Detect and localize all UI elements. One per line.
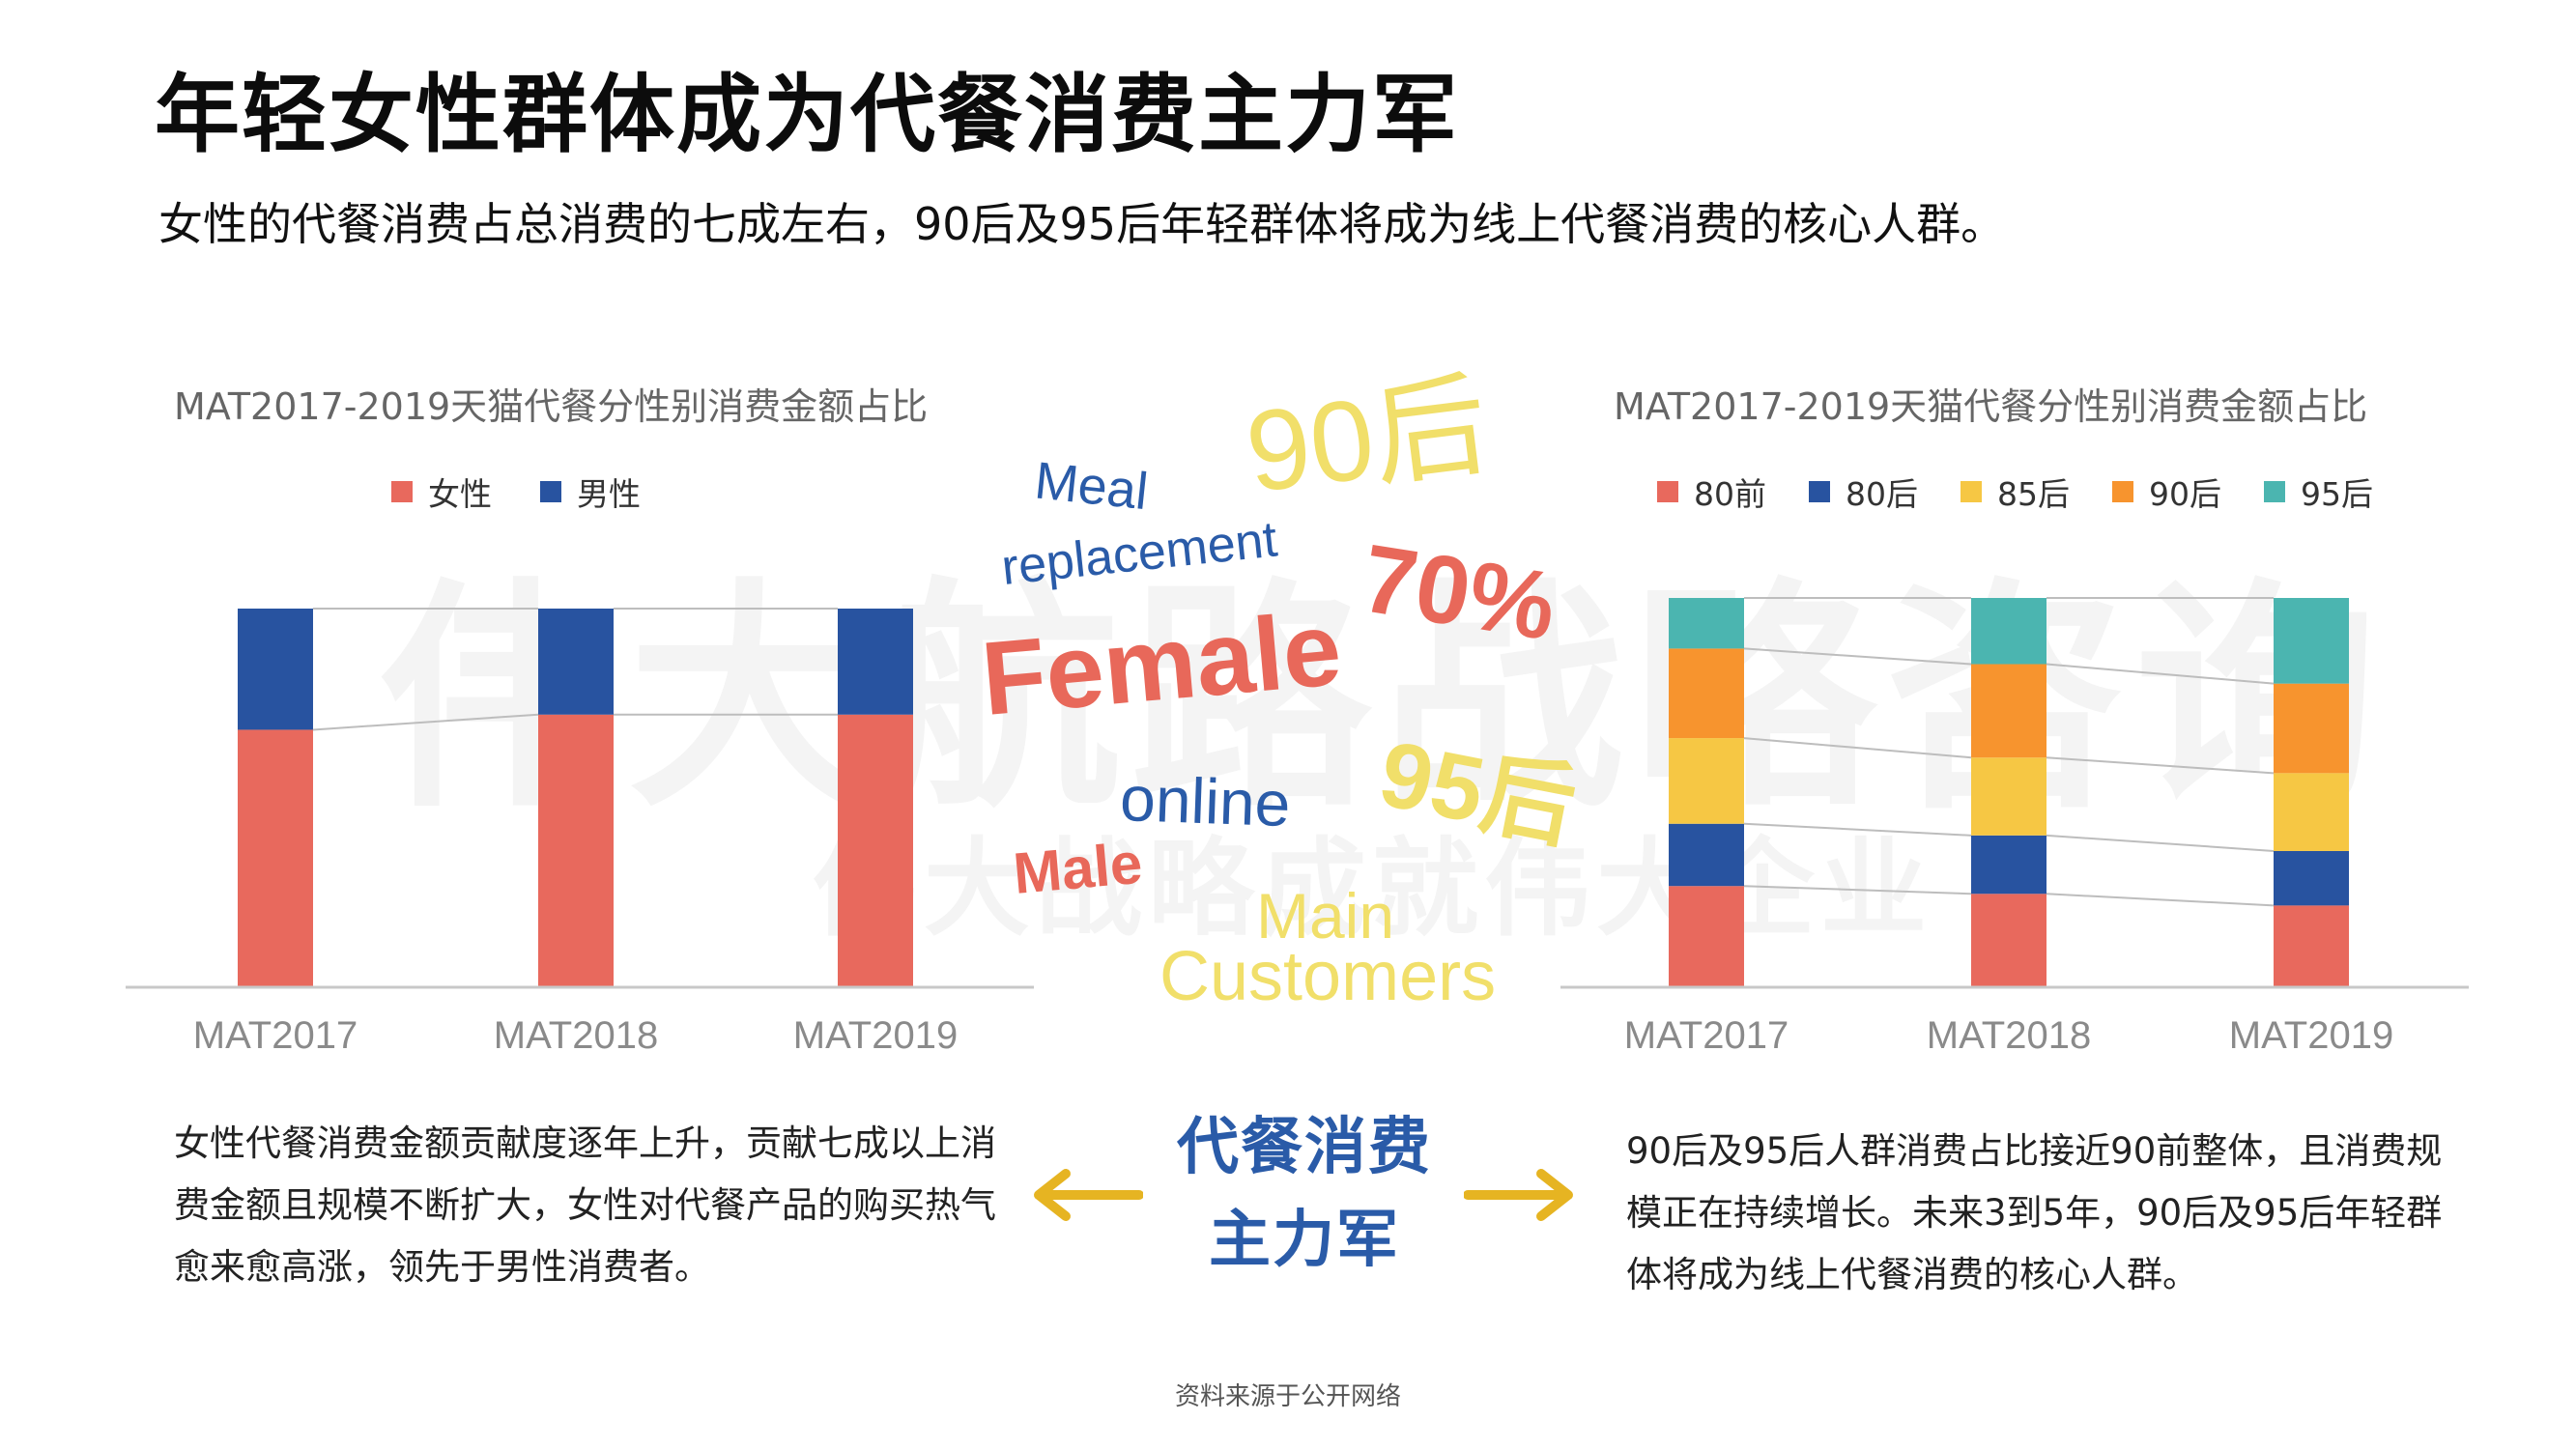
bar-segment-MAT2017-85后 [1669, 738, 1744, 824]
connector-line [1743, 885, 1972, 895]
x-tick-label: MAT2018 [1927, 1014, 2091, 1057]
x-tick-label: MAT2019 [2229, 1014, 2393, 1057]
center-title-line-2: 主力军 [1209, 1205, 1400, 1276]
connector-line [2046, 756, 2275, 775]
bar-segment-MAT2017-80前 [1669, 886, 1744, 987]
bar-segment-MAT2018-95后 [1971, 598, 2046, 665]
legend-item-90s: 90后 [2112, 469, 2221, 515]
legend-label: 90后 [2149, 475, 2221, 513]
word-cloud-male: Male [1011, 830, 1145, 907]
bar-segment-MAT2019-男性 [838, 609, 913, 715]
legend-swatch [540, 481, 561, 502]
legend-item-95s: 95后 [2264, 469, 2373, 515]
gender-stacked-bar-chart: MAT2017 MAT2018 MAT2019 [126, 608, 1034, 1057]
connector-line [1743, 647, 1972, 666]
bar-segment-MAT2018-90后 [1971, 664, 2046, 758]
right-arrow-icon [1464, 1169, 1573, 1221]
left-chart-legend: 女性 男性 [391, 469, 689, 515]
bar-segment-MAT2018-男性 [538, 609, 614, 715]
legend-swatch [2112, 481, 2133, 502]
word-cloud-customers: Customers [1159, 938, 1497, 1015]
word-cloud-90hou: 90后 [1239, 360, 1495, 518]
legend-label: 男性 [577, 475, 641, 513]
left-description: 女性代餐消费金额贡献度逐年上升，贡献七成以上消费金额且规模不断扩大，女性对代餐产… [174, 1122, 996, 1288]
bar-segment-MAT2019-85后 [2274, 773, 2349, 851]
right-chart-legend: 80前 80后 85后 90后 95后 [1657, 469, 2373, 515]
bar-segment-MAT2018-80前 [1971, 894, 2046, 987]
legend-label: 85后 [1997, 475, 2070, 513]
legend-swatch [2264, 481, 2285, 502]
legend-swatch [1809, 481, 1830, 502]
bar-segment-MAT2019-80前 [2274, 905, 2349, 987]
legend-label: 95后 [2301, 475, 2373, 513]
legend-item-male: 男性 [540, 469, 641, 515]
center-title-line-1: 代餐消费 [1177, 1112, 1432, 1183]
bar-segment-MAT2017-95后 [1669, 598, 1744, 649]
bar-segment-MAT2017-80后 [1669, 823, 1744, 887]
connector-line [312, 713, 539, 731]
page-title: 年轻女性群体成为代餐消费主力军 [155, 65, 1460, 164]
x-tick-label: MAT2017 [193, 1014, 358, 1057]
connector-line [2046, 663, 2275, 685]
bar-segment-MAT2019-95后 [2274, 598, 2349, 684]
connector-line [2046, 893, 2275, 907]
bar-segment-MAT2019-女性 [838, 714, 913, 987]
x-tick-label: MAT2018 [494, 1014, 658, 1057]
right-description: 90后及95后人群消费占比接近90前整体，且消费规模正在持续增长。未来3到5年，… [1626, 1130, 2443, 1295]
bar-segment-MAT2019-80后 [2274, 850, 2349, 906]
center-highlight-title: 代餐消费 主力军 [1159, 1101, 1449, 1287]
legend-swatch [1961, 481, 1982, 502]
legend-label: 80前 [1694, 475, 1766, 513]
bar-segment-MAT2019-90后 [2274, 683, 2349, 774]
bar-segment-MAT2018-85后 [1971, 757, 2046, 836]
bar-segment-MAT2018-女性 [538, 714, 614, 987]
x-tick-label: MAT2019 [793, 1014, 958, 1057]
legend-label: 80后 [1846, 475, 1918, 513]
word-cloud-main: Main [1256, 880, 1395, 952]
legend-item-80s: 80后 [1809, 469, 1918, 515]
connector-line [1743, 737, 1972, 759]
bar-segment-MAT2017-90后 [1669, 648, 1744, 739]
bar-segment-MAT2018-80后 [1971, 835, 2046, 895]
legend-item-pre80: 80前 [1657, 469, 1766, 515]
left-arrow-icon [1034, 1169, 1143, 1221]
source-note: 资料来源于公开网络 [1174, 1382, 1401, 1411]
left-chart-title: MAT2017-2019天猫代餐分性别消费金额占比 [174, 385, 929, 428]
connector-line [1743, 822, 1972, 837]
word-cloud-online: online [1119, 762, 1292, 840]
bar-segment-MAT2017-男性 [238, 609, 313, 730]
legend-swatch [1657, 481, 1678, 502]
right-chart-title: MAT2017-2019天猫代餐分性别消费金额占比 [1614, 385, 2368, 428]
legend-label: 女性 [428, 475, 492, 513]
legend-item-85s: 85后 [1961, 469, 2070, 515]
legend-item-female: 女性 [391, 469, 492, 515]
connector-line [2046, 834, 2275, 852]
age-stacked-bar-chart: MAT2017 MAT2018 MAT2019 [1560, 597, 2469, 1057]
x-tick-label: MAT2017 [1624, 1014, 1789, 1057]
page-subtitle: 女性的代餐消费占总消费的七成左右，90后及95后年轻群体将成为线上代餐消费的核心… [158, 198, 2006, 250]
legend-swatch [391, 481, 413, 502]
word-cloud-meal: Meal [1032, 451, 1151, 522]
bar-segment-MAT2017-女性 [238, 729, 313, 987]
